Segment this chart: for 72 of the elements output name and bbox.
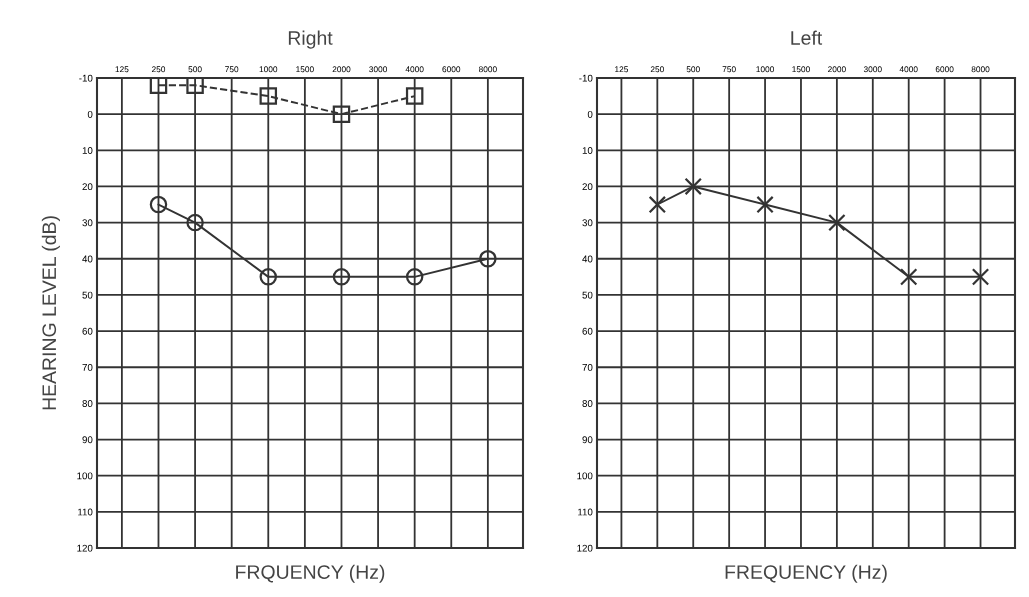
x-tick-label: 750 [225, 66, 239, 73]
point [648, 195, 667, 214]
x-tick-label: 1500 [792, 66, 810, 73]
y-tick-label: 80 [582, 400, 593, 407]
y-tick-label: 120 [577, 544, 593, 552]
y-tick-label: 10 [82, 147, 93, 154]
y-axis-title: HEARING LEVEL (dB) [41, 216, 60, 410]
x-tick-label: 3000 [369, 66, 388, 73]
y-tick-label: 40 [582, 255, 593, 263]
point [971, 268, 990, 286]
point [259, 87, 278, 105]
point [828, 213, 846, 232]
x-tick-label: 1500 [296, 66, 314, 73]
y-tick-label: 60 [82, 327, 93, 335]
y-tick-label: 90 [82, 436, 93, 444]
y-tick-label: 60 [582, 327, 593, 335]
y-tick-label: 70 [82, 363, 93, 371]
y-tick-label: 0 [87, 110, 93, 118]
x-tick-label: 1000 [756, 66, 775, 73]
y-tick-label: 80 [82, 400, 93, 407]
x-tick-label: 750 [722, 66, 736, 73]
y-tick-label: 30 [582, 219, 593, 227]
point [756, 195, 774, 214]
x-tick-label: 125 [115, 66, 129, 73]
x-tick-label: 8000 [478, 66, 497, 73]
chart-title: Left [791, 30, 823, 45]
x-tick-label: 4000 [405, 66, 424, 73]
y-tick-label: 120 [77, 544, 93, 552]
point [332, 268, 351, 286]
point [405, 268, 424, 286]
x-tick-label: 500 [188, 66, 202, 73]
x-tick-label: 6000 [442, 66, 461, 73]
y-tick-label: 50 [582, 291, 593, 299]
point [259, 268, 278, 286]
y-tick-label: 110 [78, 508, 93, 516]
y-tick-label: 70 [582, 363, 593, 371]
y-tick-label: 10 [582, 147, 593, 154]
y-tick-label: 0 [587, 110, 593, 118]
x-tick-label: 1000 [259, 66, 278, 73]
y-tick-label: -10 [79, 74, 93, 82]
y-tick-label: 100 [77, 472, 93, 480]
point [149, 195, 168, 214]
point [186, 213, 204, 232]
point [332, 105, 351, 123]
y-tick-label: 20 [582, 183, 593, 191]
point [684, 177, 702, 196]
x-tick-label: 500 [686, 66, 700, 73]
x-axis-title: FREQUENCY (Hz) [725, 564, 887, 583]
x-tick-label: 6000 [935, 66, 954, 73]
chart-title: Right [288, 30, 333, 49]
y-tick-label: 110 [578, 508, 593, 516]
x-tick-label: 8000 [971, 66, 990, 73]
y-tick-label: -10 [579, 74, 593, 82]
y-tick-label: 100 [577, 472, 593, 480]
x-tick-label: 2000 [332, 66, 351, 73]
x-tick-label: 250 [650, 66, 664, 73]
x-tick-label: 3000 [863, 66, 882, 73]
x-tick-label: 250 [151, 66, 166, 73]
y-tick-label: 90 [582, 436, 593, 444]
y-tick-label: 40 [82, 255, 93, 263]
y-tick-label: 30 [82, 219, 93, 227]
x-axis-title: FRQUENCY (Hz) [236, 564, 385, 583]
x-tick-label: 2000 [828, 66, 846, 73]
y-tick-label: 50 [82, 291, 93, 299]
point [479, 250, 497, 268]
y-tick-label: 20 [82, 183, 93, 191]
point [186, 78, 204, 94]
point [149, 78, 168, 94]
point [899, 268, 918, 286]
x-tick-label: 125 [615, 66, 629, 73]
x-tick-label: 4000 [899, 66, 918, 73]
point [405, 87, 424, 105]
